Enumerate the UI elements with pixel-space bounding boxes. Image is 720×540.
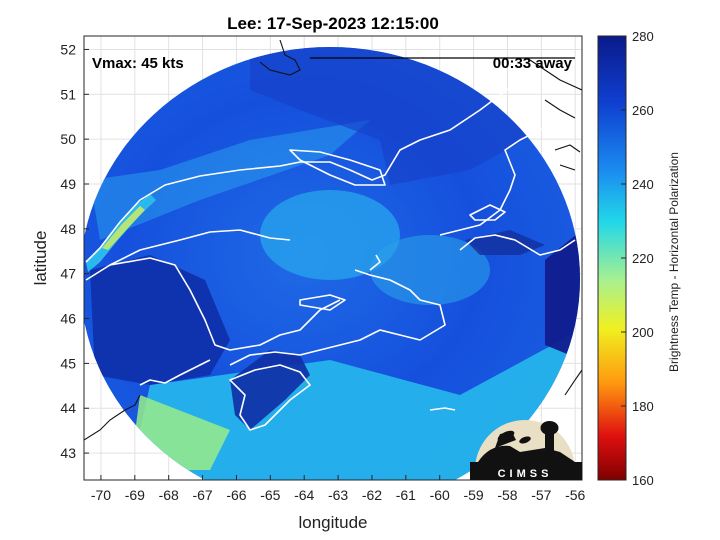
colorbar-tick-label: 260 (632, 103, 654, 118)
coastline-overlay (85, 79, 576, 431)
x-axis-ticks: -70 -69 -68 -67 -66 -65 -64 -63 -62 -61 -60 -59 -58-… (91, 475, 586, 503)
colorbar-tick-label: 160 (632, 473, 654, 488)
time-away-annotation: 00:33 away (493, 55, 573, 72)
y-axis-ticks: 52 51 50 49 48 47 46 45 44 43 (60, 41, 89, 461)
y-tick-label: 45 (60, 355, 76, 371)
y-tick-label: 50 (60, 131, 76, 147)
x-tick-label: -58 (497, 487, 517, 503)
x-tick-label: -65 (260, 487, 280, 503)
colorbar-ticks: 280 260 240 220 200 180 160 (621, 29, 654, 488)
x-tick-label: -66 (226, 487, 246, 503)
x-tick-label: -67 (192, 487, 212, 503)
cimss-logo: CIMSS (470, 420, 582, 480)
map-axes-frame (83, 35, 583, 481)
y-tick-label: 49 (60, 176, 76, 192)
y-tick-label: 44 (60, 400, 76, 416)
x-axis-label: longitude (298, 513, 367, 532)
y-tick-label: 43 (60, 445, 76, 461)
x-tick-label: -57 (531, 487, 551, 503)
x-tick-label: -64 (294, 487, 314, 503)
colorbar-label: Brightness Temp - Horizontal Polarizatio… (667, 152, 681, 372)
y-axis-label: latitude (31, 231, 50, 286)
colorbar-tick-label: 280 (632, 29, 654, 44)
x-tick-label: -59 (463, 487, 483, 503)
colorbar-tick-label: 220 (632, 251, 654, 266)
x-tick-label: -56 (565, 487, 585, 503)
outer-coastline (84, 39, 582, 441)
colorbar-tick-label: 200 (632, 325, 654, 340)
x-tick-label: -63 (328, 487, 348, 503)
y-tick-label: 46 (60, 311, 76, 327)
colorbar-tick-label: 240 (632, 177, 654, 192)
colorbar-tick-label: 180 (632, 399, 654, 414)
vmax-annotation: Vmax: 45 kts (92, 55, 184, 72)
x-tick-label: -70 (91, 487, 111, 503)
y-tick-label: 51 (60, 86, 76, 102)
y-tick-label: 47 (60, 266, 76, 282)
x-tick-label: -69 (125, 487, 145, 503)
x-tick-label: -60 (430, 487, 450, 503)
x-tick-label: -68 (159, 487, 179, 503)
x-tick-label: -61 (396, 487, 416, 503)
y-tick-label: 48 (60, 221, 76, 237)
y-tick-label: 52 (60, 41, 76, 57)
figure-title: Lee: 17-Sep-2023 12:15:00 (227, 14, 439, 33)
x-tick-label: -62 (362, 487, 382, 503)
cimss-logo-text: CIMSS (498, 468, 553, 480)
